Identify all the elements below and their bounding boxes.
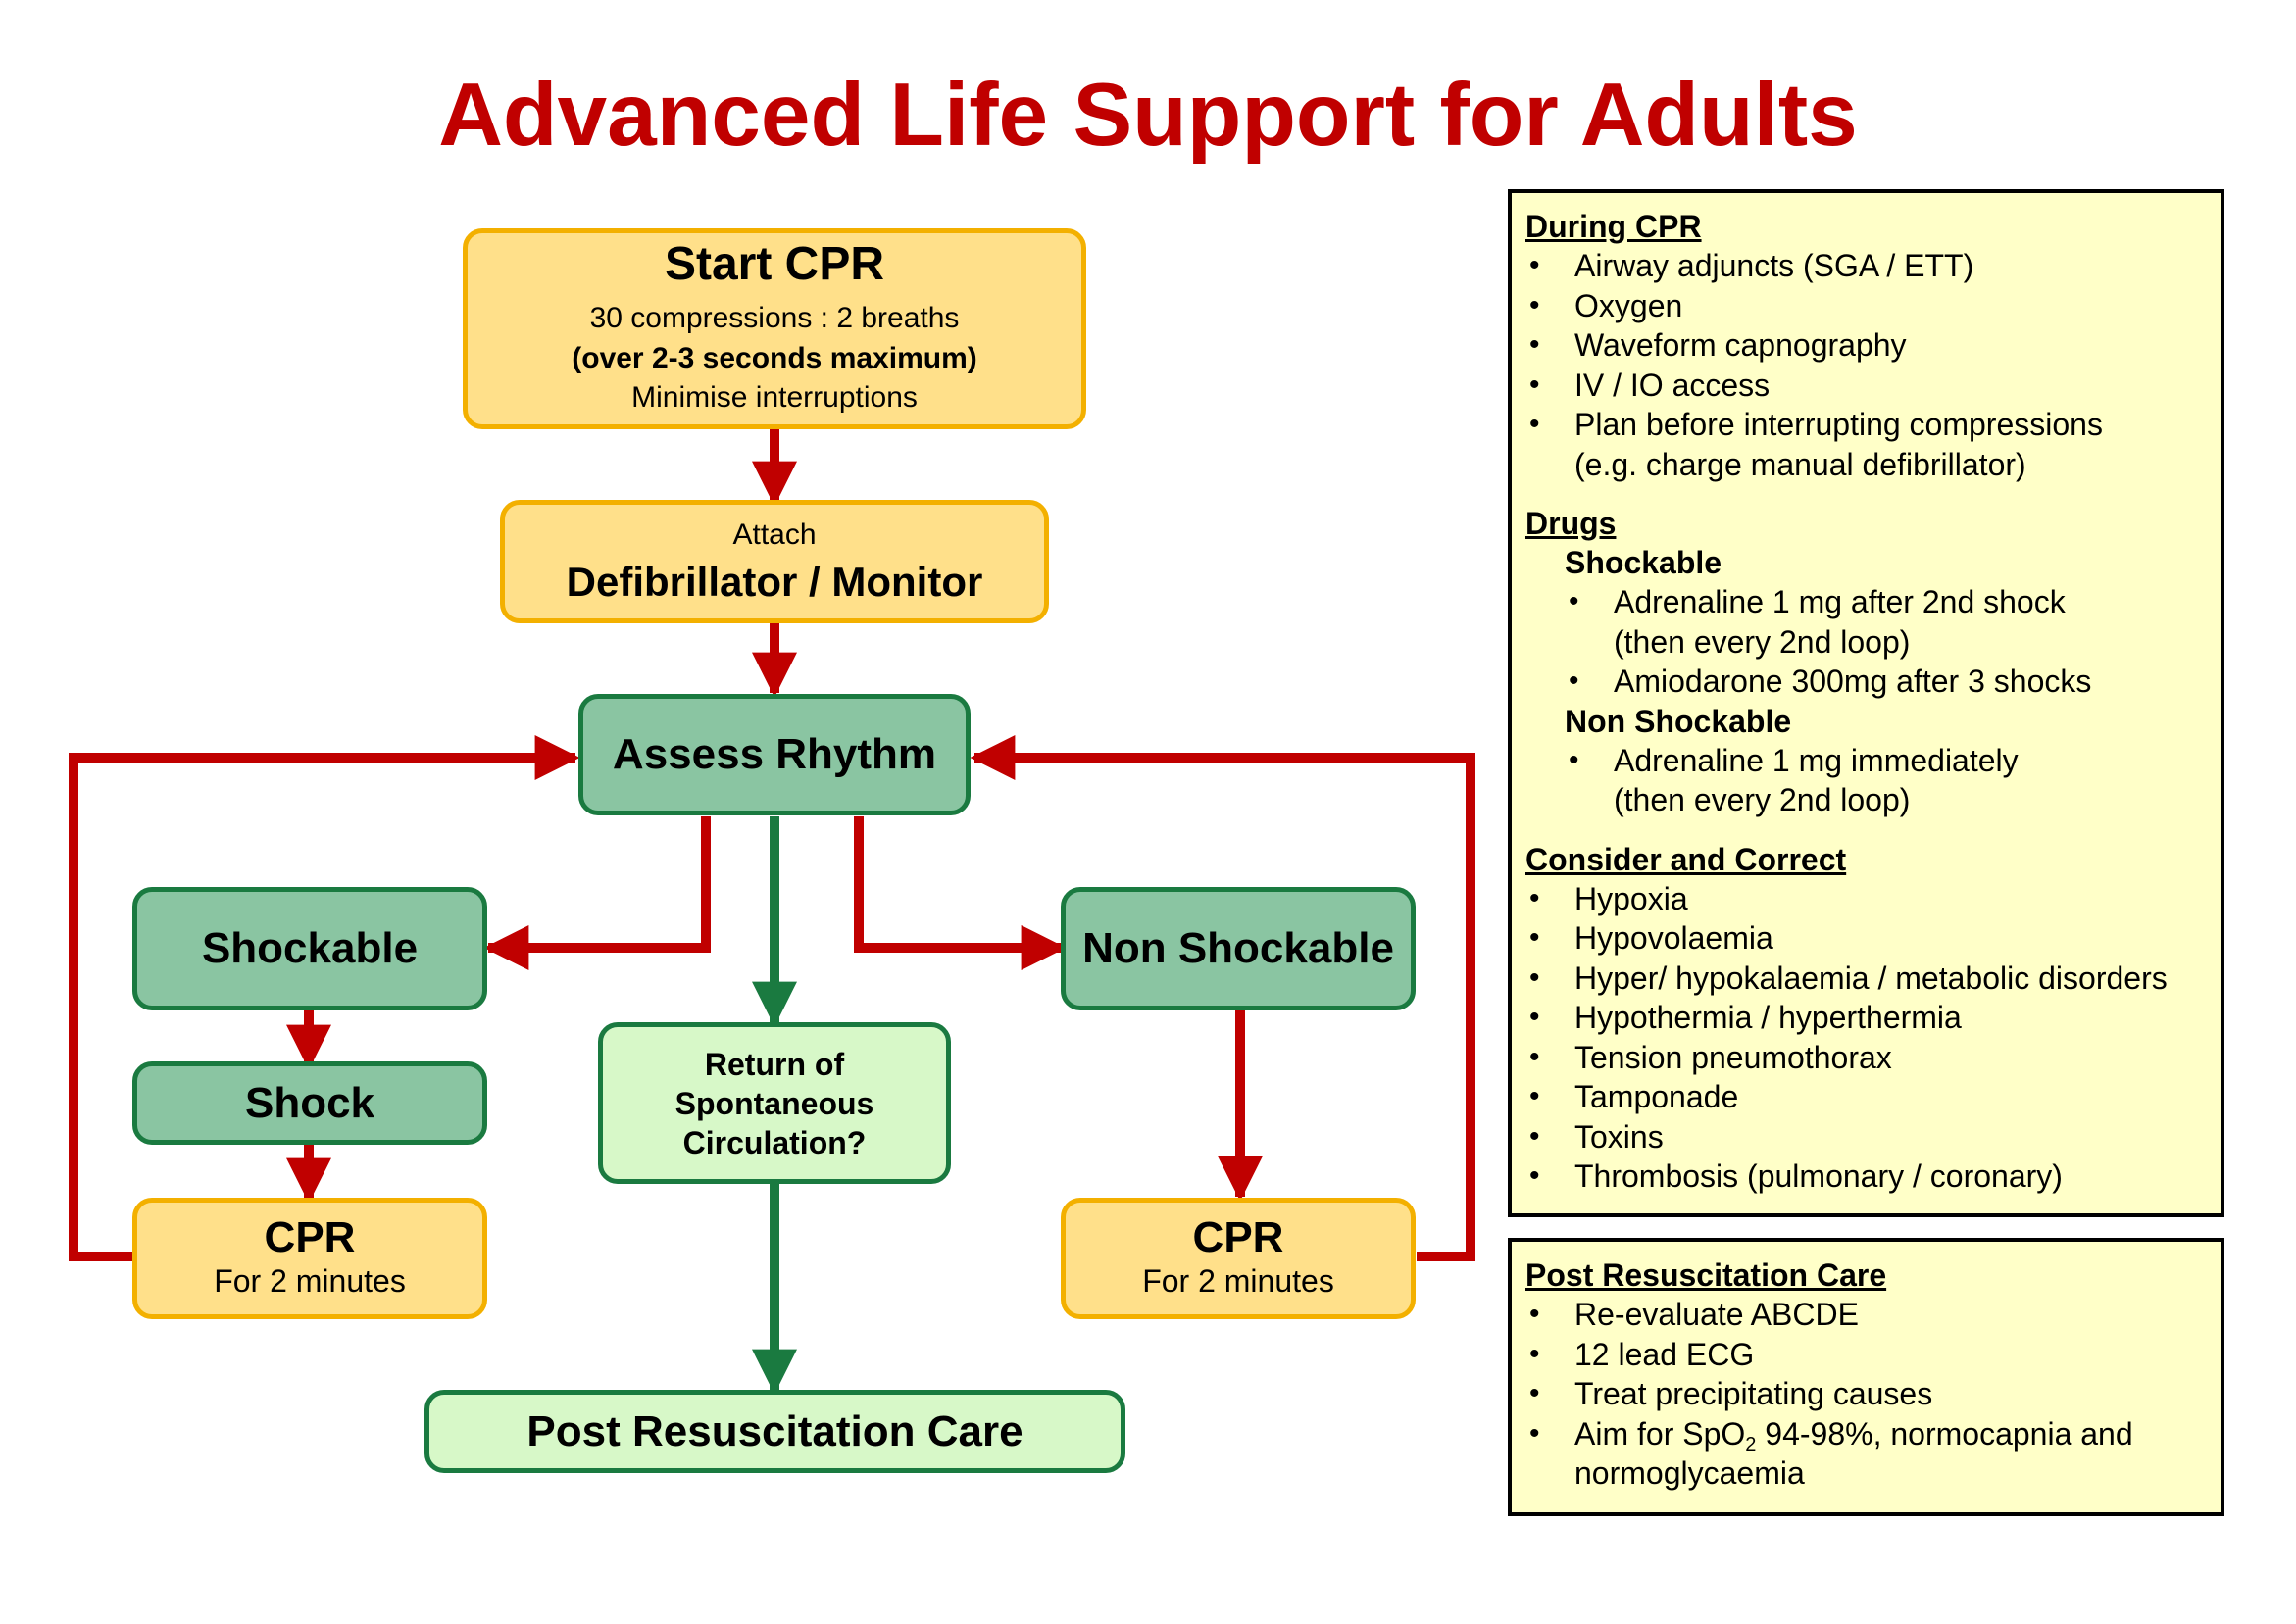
assess-rhythm-label: Assess Rhythm (612, 730, 937, 778)
list-item: Treat precipitating causes (1525, 1374, 2221, 1414)
non-shockable-label: Non Shockable (1082, 924, 1394, 972)
list-item: Oxygen (1525, 286, 2221, 326)
list-item: Tension pneumothorax (1525, 1038, 2221, 1078)
shock-box: Shock (132, 1061, 487, 1145)
list-item: Adrenaline 1 mg after 2nd shock (1565, 582, 2221, 622)
list-item: Thrombosis (pulmonary / coronary) (1525, 1156, 2221, 1197)
non-shockable-box: Non Shockable (1061, 887, 1416, 1010)
assess-rhythm-box: Assess Rhythm (578, 694, 971, 815)
rosc-line-1: Return of (704, 1046, 845, 1082)
list-item-continuation: (e.g. charge manual defibrillator) (1574, 446, 2026, 482)
defibrillator-monitor-label: Defibrillator / Monitor (566, 559, 983, 606)
list-item: Amiodarone 300mg after 3 shocks (1565, 662, 2221, 702)
start-cpr-duration: (over 2-3 seconds maximum) (572, 341, 977, 374)
drugs-non-shockable-list: Adrenaline 1 mg immediately (then every … (1525, 741, 2221, 820)
cpr-left-heading: CPR (264, 1213, 356, 1261)
list-item-spo2: Aim for SpO2 94-98%, normocapnia and (1525, 1414, 2221, 1454)
page-title: Advanced Life Support for Adults (438, 66, 1858, 165)
list-item: Plan before interrupting compressions (1525, 405, 2221, 445)
start-cpr-note: Minimise interruptions (631, 381, 918, 415)
start-cpr-heading: Start CPR (664, 237, 885, 290)
post-care-heading: Post Resuscitation Care (1525, 1257, 1887, 1293)
attach-defibrillator-box: Attach Defibrillator / Monitor (500, 500, 1049, 623)
drugs-heading: Drugs (1525, 506, 1617, 541)
list-item: Hypoxia (1525, 879, 2221, 919)
list-item: Hypothermia / hyperthermia (1525, 998, 2221, 1038)
list-item: Tamponade (1525, 1077, 2221, 1117)
consider-correct-heading: Consider and Correct (1525, 841, 1847, 877)
consider-correct-list: Hypoxia Hypovolaemia Hyper/ hypokalaemia… (1525, 879, 2221, 1197)
post-care-list: Re-evaluate ABCDE 12 lead ECG Treat prec… (1525, 1295, 2221, 1494)
spo2-prefix: Aim for SpO (1574, 1415, 1746, 1452)
drugs-shockable-list: Adrenaline 1 mg after 2nd shock (then ev… (1525, 582, 2221, 702)
list-item: Hyper/ hypokalaemia / metabolic disorder… (1525, 959, 2221, 999)
shockable-box: Shockable (132, 887, 487, 1010)
list-item: Re-evaluate ABCDE (1525, 1295, 2221, 1335)
cpr-left-box: CPR For 2 minutes (132, 1198, 487, 1319)
post-resuscitation-box: Post Resuscitation Care (424, 1390, 1125, 1473)
spo2-subscript: 2 (1745, 1433, 1757, 1455)
start-cpr-ratio: 30 compressions : 2 breaths (589, 301, 960, 334)
post-resuscitation-label: Post Resuscitation Care (526, 1406, 1023, 1455)
arrow-assess-to-shockable (483, 816, 711, 970)
rosc-line-3: Circulation? (682, 1124, 867, 1160)
rosc-box: Return of Spontaneous Circulation? (598, 1022, 951, 1184)
spo2-suffix: 94-98%, normocapnia and (1756, 1415, 2133, 1452)
info-panel: During CPR Airway adjuncts (SGA / ETT) O… (1508, 189, 2224, 1217)
shock-label: Shock (244, 1078, 375, 1127)
cpr-right-box: CPR For 2 minutes (1061, 1198, 1416, 1319)
post-care-panel: Post Resuscitation Care Re-evaluate ABCD… (1508, 1238, 2224, 1516)
start-cpr-box: Start CPR 30 compressions : 2 breaths (o… (463, 228, 1086, 429)
list-item: 12 lead ECG (1525, 1335, 2221, 1375)
cpr-right-duration: For 2 minutes (1142, 1263, 1334, 1300)
drugs-non-shockable-heading: Non Shockable (1565, 703, 1792, 739)
arrow-assess-to-nonshockable (854, 816, 1067, 970)
list-item: Hypovolaemia (1525, 918, 2221, 959)
list-item: Adrenaline 1 mg immediately (1565, 741, 2221, 781)
list-item: Waveform capnography (1525, 325, 2221, 366)
during-cpr-list: Airway adjuncts (SGA / ETT) Oxygen Wavef… (1525, 246, 2221, 484)
list-item: IV / IO access (1525, 366, 2221, 406)
loop-right-cpr-to-assess (970, 735, 1475, 1261)
cpr-left-duration: For 2 minutes (214, 1263, 406, 1300)
loop-left-cpr-to-assess (69, 735, 580, 1261)
shockable-label: Shockable (201, 924, 419, 972)
rosc-line-2: Spontaneous (674, 1085, 874, 1121)
list-item: Airway adjuncts (SGA / ETT) (1525, 246, 2221, 286)
flow-connectors (69, 428, 1475, 1395)
list-item-continuation: (then every 2nd loop) (1614, 782, 1911, 817)
list-item: Toxins (1525, 1117, 2221, 1157)
during-cpr-heading: During CPR (1525, 209, 1702, 244)
list-item-continuation: (then every 2nd loop) (1614, 623, 1911, 660)
list-item-continuation: normoglycaemia (1574, 1455, 1805, 1491)
attach-label: Attach (732, 518, 817, 552)
cpr-right-heading: CPR (1192, 1213, 1284, 1261)
drugs-shockable-heading: Shockable (1565, 545, 1722, 580)
